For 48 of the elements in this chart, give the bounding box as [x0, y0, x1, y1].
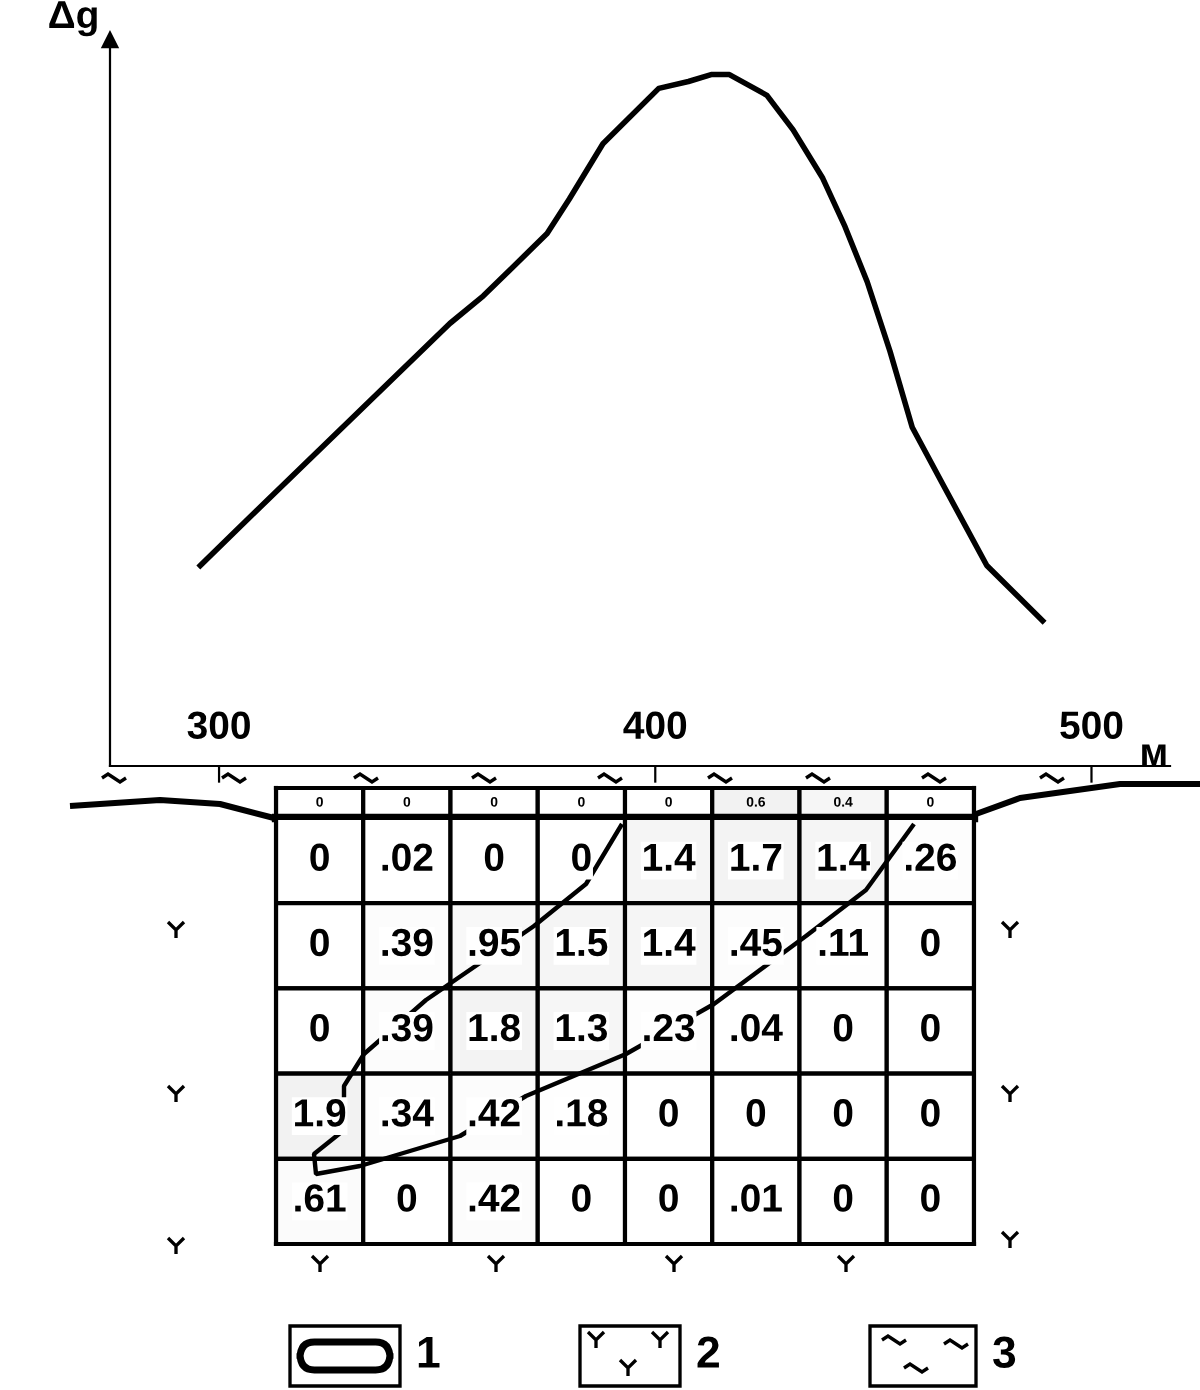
data-label: 1.9: [295, 1099, 346, 1127]
data-label: 0: [310, 843, 329, 872]
data-label: 0: [833, 1013, 853, 1042]
data-label: 0: [572, 1184, 591, 1212]
data-label: 0: [310, 1013, 329, 1042]
text: 3: [993, 1336, 1016, 1368]
data-label: .23: [644, 1013, 695, 1042]
data-label: 0: [659, 1184, 678, 1212]
data-label: .39: [382, 1013, 433, 1042]
data-label: 0: [921, 928, 940, 957]
data-label: 1.8: [469, 1013, 520, 1042]
data-label: .11: [819, 929, 868, 956]
y-axis-title: Δg: [49, 1, 97, 37]
data-label: 1.7: [731, 843, 782, 871]
data-label: 0: [397, 1184, 417, 1212]
data-label: .61: [295, 1184, 346, 1212]
data-label: 1.5: [556, 929, 608, 957]
data-label: 1.4: [644, 843, 696, 871]
data-label: .26: [905, 843, 956, 872]
x-tick-label: 300: [187, 711, 250, 740]
data-label: 1.3: [556, 1013, 607, 1042]
data-label: .34: [382, 1099, 434, 1127]
data-label: 0: [921, 1184, 940, 1212]
data-label: .01: [731, 1184, 782, 1212]
data-label: 0: [833, 1099, 853, 1127]
data-label: 1.4: [818, 843, 870, 871]
data-label: .45: [731, 929, 782, 957]
data-label: 0: [921, 1099, 940, 1127]
data-label: .39: [382, 928, 433, 957]
data-label: .95: [469, 928, 521, 957]
data-label: 0: [659, 1099, 678, 1127]
text: 2: [697, 1336, 719, 1368]
text: 1: [418, 1336, 440, 1368]
data-label: 0: [310, 928, 329, 957]
data-label: 1.4: [644, 929, 696, 956]
data-label: .02: [382, 843, 433, 872]
x-axis-title: м: [1142, 744, 1166, 766]
data-label: .04: [731, 1013, 783, 1042]
data-label: 0: [746, 1099, 766, 1127]
data-label: .42: [469, 1099, 520, 1127]
data-label: 0: [833, 1184, 853, 1212]
data-label: .42: [469, 1184, 520, 1212]
x-tick-label: 400: [623, 711, 687, 740]
x-tick-label: 500: [1060, 711, 1123, 740]
data-label: 0: [572, 843, 591, 872]
data-label: 0: [484, 843, 504, 872]
data-label: .18: [556, 1099, 608, 1127]
data-label: 0: [921, 1013, 940, 1042]
